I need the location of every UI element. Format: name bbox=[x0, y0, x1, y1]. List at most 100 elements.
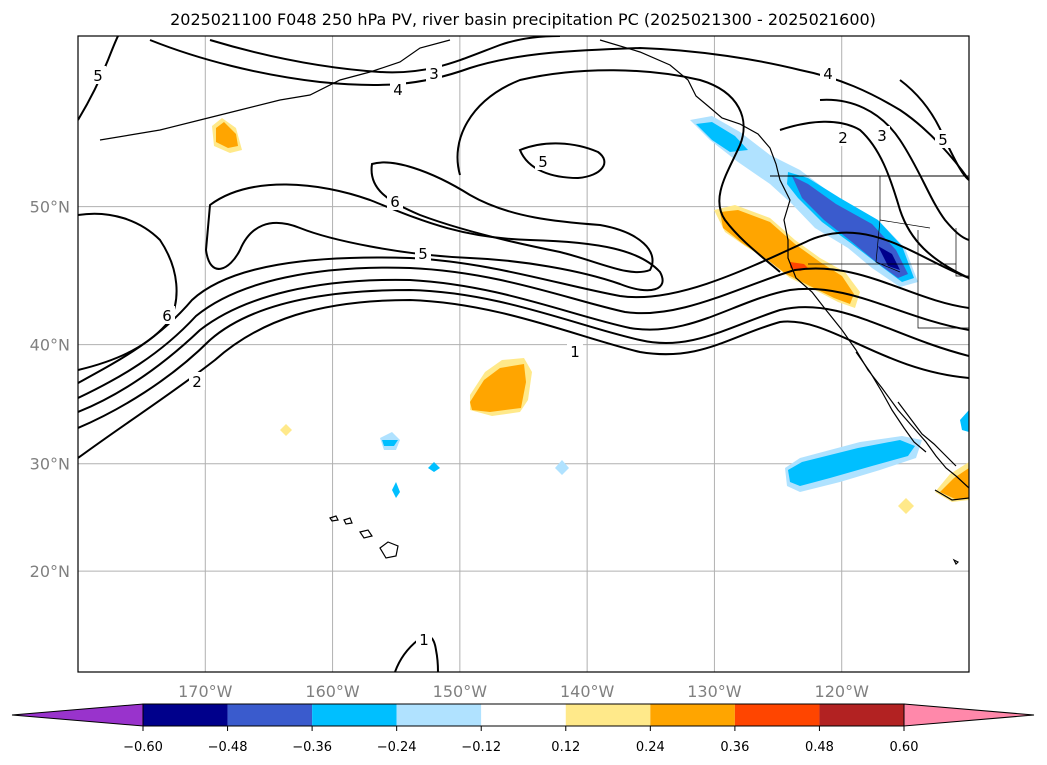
shade-neg-strong bbox=[792, 176, 908, 278]
contour-label: 1 bbox=[570, 343, 580, 361]
chart-title: 2025021100 F048 250 hPa PV, river basin … bbox=[170, 10, 876, 29]
colorbar-box bbox=[312, 704, 397, 726]
contour-label: 2 bbox=[192, 373, 202, 391]
colorbar-box bbox=[565, 704, 651, 726]
pv-contour-4-north bbox=[149, 39, 969, 181]
pv-contour-3-north bbox=[209, 36, 561, 74]
shade-neg-mid bbox=[788, 440, 915, 486]
lat-label: 20°N bbox=[30, 562, 70, 581]
colorbar-box bbox=[481, 704, 566, 726]
contour-label: 6 bbox=[390, 193, 400, 211]
colorbar-ticks: −0.60 −0.48 −0.36 −0.24 −0.12 0.12 0.24 0.36 0.4… bbox=[123, 726, 918, 755]
lon-label: 140°W bbox=[560, 682, 615, 701]
colorbar-tick-label: −0.60 bbox=[123, 740, 163, 755]
colorbar-box bbox=[734, 704, 820, 726]
shade-pos-mid bbox=[940, 468, 969, 499]
lat-label: 50°N bbox=[30, 198, 70, 217]
pv-contour-loop-outer bbox=[456, 69, 781, 273]
contour-label-bg bbox=[387, 192, 403, 210]
contour-label-bg bbox=[426, 64, 442, 82]
colorbar-tick-label: 0.12 bbox=[551, 740, 580, 755]
colorbar-tick-label: −0.48 bbox=[208, 740, 248, 755]
pv-contour-5-closed bbox=[518, 142, 606, 180]
lat-label: 40°N bbox=[30, 336, 70, 355]
map-panel: 5 3 4 4 2 3 5 5 6 5 6 2 1 1 bbox=[77, 35, 970, 673]
pv-contour-3 bbox=[78, 266, 969, 399]
coastline-alaska bbox=[99, 39, 451, 141]
pv-contour-6-west bbox=[78, 212, 178, 371]
colorbar-box bbox=[819, 704, 904, 726]
map-frame bbox=[77, 35, 970, 673]
contour-label: 5 bbox=[93, 67, 103, 85]
contour-label-bg bbox=[159, 306, 175, 324]
pv-contour-5-loop bbox=[204, 183, 664, 292]
shade-pos-light bbox=[280, 424, 292, 436]
colorbar-frame bbox=[142, 703, 905, 727]
contour-label: 1 bbox=[419, 631, 429, 649]
contour-label-bg bbox=[90, 66, 106, 84]
pv-contours bbox=[78, 36, 969, 672]
pv-contour-2-east bbox=[779, 120, 969, 279]
contour-label-bg bbox=[189, 372, 205, 390]
colorbar-box bbox=[143, 704, 228, 726]
contour-label: 4 bbox=[823, 65, 833, 83]
colorbar-extend-min bbox=[11, 703, 144, 727]
shade-neg-mid bbox=[960, 410, 969, 432]
contour-label-bg bbox=[416, 630, 432, 648]
contour-label: 5 bbox=[538, 153, 548, 171]
lat-labels: 20°N 30°N 40°N 50°N bbox=[30, 198, 70, 582]
island-maui bbox=[359, 529, 373, 539]
pv-contour-2 bbox=[78, 278, 969, 413]
contour-label: 4 bbox=[393, 81, 403, 99]
shade-pos-light bbox=[898, 498, 914, 514]
lon-label: 160°W bbox=[305, 682, 360, 701]
contour-label-bg bbox=[874, 126, 890, 144]
shade-pos-mid bbox=[470, 364, 526, 412]
island-hawaii bbox=[379, 541, 399, 559]
colorbar-box bbox=[396, 704, 482, 726]
shade-neg-mid bbox=[428, 462, 440, 472]
lon-label: 150°W bbox=[433, 682, 488, 701]
pv-contour-3-east bbox=[819, 98, 969, 241]
contour-label: 3 bbox=[877, 127, 887, 145]
colorbar-tick-label: −0.24 bbox=[377, 740, 417, 755]
colorbar-tick-label: −0.36 bbox=[292, 740, 332, 755]
colorbar-tick-label: −0.12 bbox=[461, 740, 501, 755]
contour-label-bg bbox=[835, 128, 851, 146]
pv-contour-6-loop bbox=[370, 161, 654, 274]
lon-labels: 170°W 160°W 150°W 140°W 130°W 120°W bbox=[178, 682, 869, 701]
colorbar: −0.60 −0.48 −0.36 −0.24 −0.12 0.12 0.24 0.36 0.4… bbox=[11, 703, 1035, 755]
shade-neg-light bbox=[555, 460, 569, 475]
lon-label: 120°W bbox=[815, 682, 870, 701]
coastlines bbox=[99, 39, 969, 501]
coastline-mexico-west bbox=[934, 489, 969, 501]
lon-label: 130°W bbox=[687, 682, 742, 701]
contour-labels: 5 3 4 4 2 3 5 5 6 5 6 2 1 1 bbox=[90, 64, 951, 649]
contour-label: 5 bbox=[418, 245, 428, 263]
contour-label: 2 bbox=[838, 129, 848, 147]
shade-neg-mid bbox=[392, 482, 400, 498]
lat-label: 30°N bbox=[30, 455, 70, 474]
shade-pos-mid bbox=[720, 210, 854, 304]
coastline-baja bbox=[855, 351, 927, 453]
island-kauai bbox=[329, 515, 339, 522]
contour-label-bg bbox=[415, 244, 431, 262]
shade-pos-mid bbox=[216, 122, 238, 148]
colorbar-tick-label: 0.60 bbox=[890, 740, 919, 755]
colorbar-tick-label: 0.24 bbox=[636, 740, 665, 755]
shade-neg-mid bbox=[696, 122, 748, 152]
colorbar-tick-label: 0.36 bbox=[720, 740, 749, 755]
colorbar-box bbox=[227, 704, 313, 726]
colorbar-extend-max bbox=[903, 703, 1035, 727]
pv-contour-1-south bbox=[78, 288, 969, 429]
coastline-north-america bbox=[599, 39, 969, 489]
pv-contour-1-north bbox=[78, 298, 969, 459]
island-clipperton bbox=[952, 558, 960, 566]
contour-label: 5 bbox=[938, 131, 948, 149]
pv-contour-4 bbox=[78, 231, 969, 384]
island-oahu bbox=[343, 517, 353, 525]
colorbar-tick-label: 0.48 bbox=[805, 740, 834, 755]
contour-label-bg bbox=[535, 152, 551, 170]
contour-label-bg bbox=[567, 342, 583, 360]
